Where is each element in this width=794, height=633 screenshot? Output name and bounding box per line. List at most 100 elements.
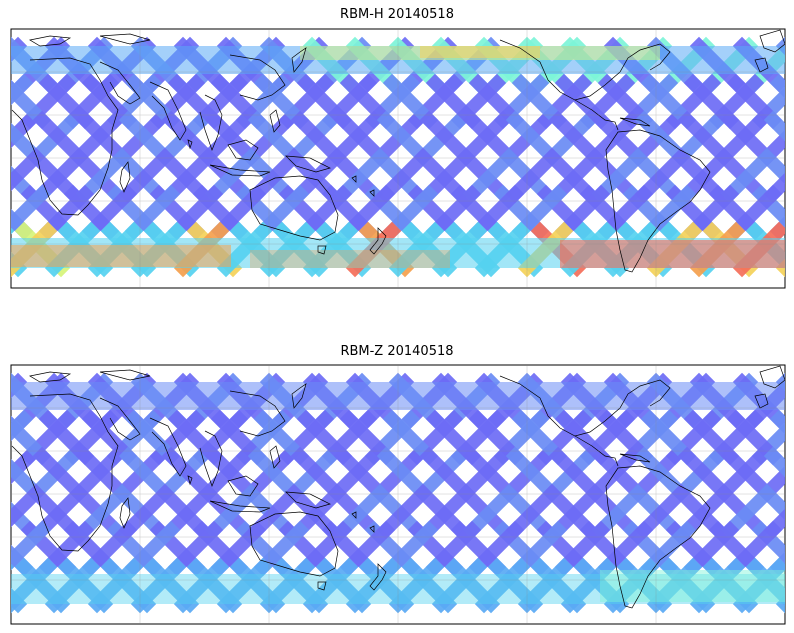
satellite-swath bbox=[118, 110, 175, 167]
swath-layer-bottom bbox=[11, 365, 785, 624]
satellite-swath bbox=[689, 557, 746, 614]
satellite-swath bbox=[204, 483, 261, 540]
satellite-swath bbox=[75, 483, 132, 540]
satellite-swath bbox=[11, 227, 15, 235]
satellite-swath bbox=[720, 147, 777, 204]
satellite-swath bbox=[388, 557, 445, 614]
satellite-swath bbox=[339, 520, 396, 577]
satellite-swath bbox=[11, 79, 15, 87]
satellite-swath bbox=[597, 520, 654, 577]
satellite-swath bbox=[32, 110, 89, 167]
satellite-swath bbox=[468, 184, 525, 241]
satellite-swath bbox=[554, 73, 611, 130]
satellite-swath bbox=[775, 372, 785, 392]
satellite-swath bbox=[683, 73, 740, 130]
map-panel-rbm-z bbox=[10, 364, 786, 625]
satellite-swath bbox=[167, 520, 224, 577]
satellite-swath bbox=[591, 110, 648, 167]
satellite-swath bbox=[11, 483, 46, 528]
satellite-swath bbox=[683, 184, 740, 241]
satellite-swath bbox=[38, 184, 95, 241]
satellite-swath bbox=[290, 483, 347, 540]
satellite-swath bbox=[38, 520, 95, 577]
satellite-swath bbox=[634, 110, 691, 167]
satellite-swath bbox=[302, 557, 359, 614]
satellite-swath bbox=[597, 409, 654, 466]
satellite-swath bbox=[431, 557, 488, 614]
satellite-swath bbox=[247, 110, 304, 167]
satellite-swath bbox=[296, 520, 353, 577]
satellite-swath bbox=[763, 446, 785, 478]
satellite-swath bbox=[118, 147, 175, 204]
satellite-swath bbox=[75, 110, 132, 167]
satellite-swath bbox=[462, 446, 519, 503]
satellite-swath bbox=[173, 557, 230, 614]
satellite-swath bbox=[118, 446, 175, 503]
satellite-swath bbox=[376, 483, 433, 540]
satellite-swath bbox=[462, 110, 519, 167]
satellite-swath bbox=[468, 520, 525, 577]
satellite-swath bbox=[757, 465, 785, 503]
satellite-swath bbox=[677, 110, 734, 167]
satellite-swath bbox=[296, 73, 353, 130]
satellite-swath bbox=[677, 483, 734, 540]
satellite-swath bbox=[548, 483, 605, 540]
satellite-swath bbox=[726, 520, 783, 577]
satellite-swath bbox=[548, 446, 605, 503]
panel-title-rbm-z: RBM-Z 20140518 bbox=[340, 344, 454, 359]
satellite-swath bbox=[425, 409, 482, 466]
satellite-swath bbox=[161, 147, 218, 204]
satellite-swath bbox=[167, 409, 224, 466]
satellite-swath bbox=[11, 520, 52, 571]
satellite-swath bbox=[11, 415, 15, 423]
satellite-swath bbox=[167, 73, 224, 130]
satellite-swath bbox=[720, 110, 777, 167]
satellite-swath bbox=[591, 147, 648, 204]
satellite-swath bbox=[505, 446, 562, 503]
satellite-swath bbox=[634, 483, 691, 540]
satellite-swath bbox=[32, 483, 89, 540]
satellite-swath bbox=[757, 483, 785, 521]
satellite-swath bbox=[591, 483, 648, 540]
satellite-swath bbox=[210, 409, 267, 466]
satellite-swath bbox=[425, 184, 482, 241]
satellite-swath bbox=[290, 147, 347, 204]
satellite-swath bbox=[81, 409, 138, 466]
satellite-swath bbox=[38, 409, 95, 466]
satellite-swath bbox=[11, 458, 46, 503]
satellite-swath bbox=[677, 446, 734, 503]
satellite-swath bbox=[210, 73, 267, 130]
satellite-swath bbox=[548, 110, 605, 167]
satellite-swath bbox=[259, 557, 316, 614]
satellite-swath bbox=[75, 446, 132, 503]
satellite-swath bbox=[38, 73, 95, 130]
satellite-swath bbox=[333, 110, 390, 167]
satellite-swath bbox=[505, 110, 562, 167]
satellite-swath bbox=[425, 73, 482, 130]
satellite-swath bbox=[603, 557, 660, 614]
satellite-swath bbox=[554, 520, 611, 577]
satellite-swath bbox=[419, 446, 476, 503]
satellite-swath bbox=[677, 147, 734, 204]
satellite-swath bbox=[726, 73, 783, 130]
satellite-swath bbox=[11, 122, 46, 167]
satellite-swath bbox=[247, 483, 304, 540]
satellite-swath bbox=[720, 446, 777, 503]
satellite-swath bbox=[161, 110, 218, 167]
satellite-swath bbox=[204, 110, 261, 167]
satellite-swath bbox=[419, 110, 476, 167]
satellite-swath bbox=[32, 147, 89, 204]
satellite-swath bbox=[560, 557, 617, 614]
satellite-swath bbox=[683, 409, 740, 466]
satellite-swath bbox=[775, 594, 785, 614]
satellite-swath bbox=[732, 557, 785, 614]
satellite-swath bbox=[548, 147, 605, 204]
satellite-swath bbox=[161, 446, 218, 503]
satellite-swath bbox=[726, 409, 783, 466]
satellite-swath bbox=[462, 147, 519, 204]
satellite-swath bbox=[11, 147, 46, 192]
satellite-swath bbox=[339, 409, 396, 466]
satellite-swath bbox=[720, 483, 777, 540]
satellite-swath bbox=[167, 184, 224, 241]
